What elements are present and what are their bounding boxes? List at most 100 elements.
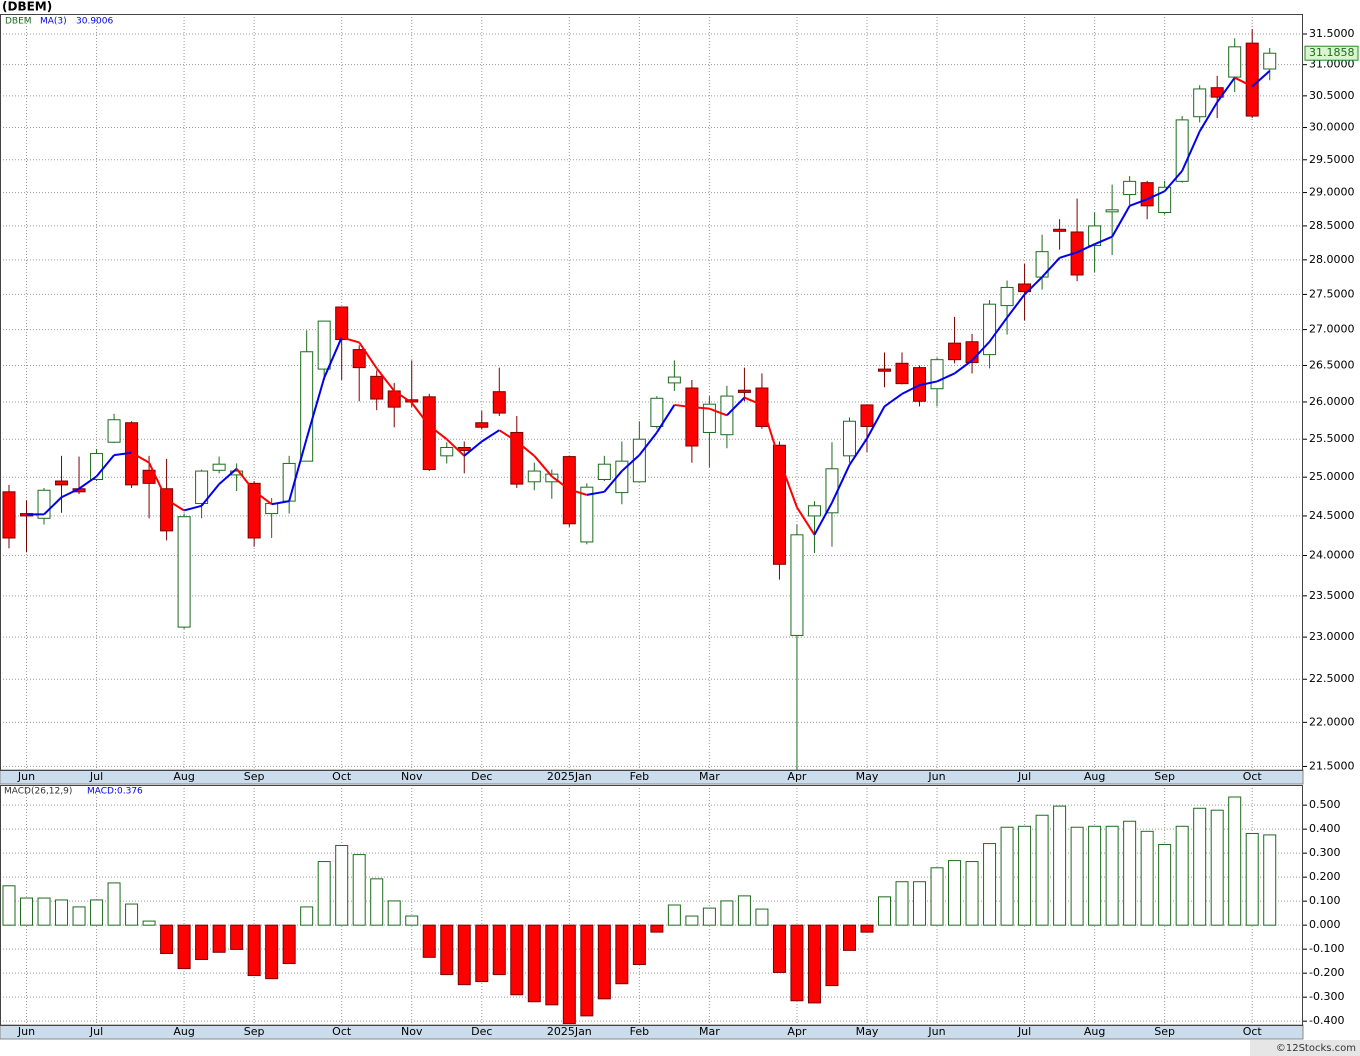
macd-bar [317,861,331,926]
candle-body [422,396,436,471]
y-tick-label: 26.0000 [1309,395,1355,408]
macd-bar [1228,796,1242,926]
y-tick-label: 24.0000 [1309,548,1355,561]
legend-symbol: DBEM [5,17,32,27]
ma-segment [61,487,80,499]
candle-body [878,368,891,372]
candle-body [720,395,734,436]
macd-bar [790,924,804,1002]
date-strip [0,769,1304,785]
ma-segment [813,502,833,536]
candle-body [457,447,471,452]
macd-bar [545,924,559,1006]
x-tick-label: Oct [1243,1025,1263,1038]
ma-segment [375,367,396,392]
ma-segment [919,380,938,387]
x-tick-label: Oct [1243,770,1263,783]
candle-body [948,342,962,361]
x-tick-label: Jul [1017,1025,1031,1038]
ma-segment [831,464,851,504]
y-tick-label: 27.0000 [1309,323,1355,336]
x-tick-label: Aug [1084,770,1105,783]
candle-body [1053,228,1067,232]
ma-segment [166,498,185,512]
y-tick-label: -0.400 [1309,1014,1344,1027]
candle-body [790,534,804,636]
ma-segment [305,377,326,439]
macd-bar [1088,825,1102,926]
macd-bar [930,867,944,926]
candle-body [860,404,874,427]
macd-bar [212,924,226,953]
ma-segment [726,396,746,417]
x-tick-label: Jul [89,1025,103,1038]
macd-bar [632,924,646,966]
y-tick-label: 31.0000 [1309,58,1355,71]
macd-bar [702,907,716,926]
ma-segment [988,316,1008,343]
macd-bar [160,924,174,954]
macd-bar [300,906,314,926]
ma-segment [1059,251,1078,259]
candle-body [983,303,997,356]
macd-bar [55,899,69,926]
ma-segment [883,393,903,408]
macd-bar [1140,830,1154,926]
ma-segment [200,483,220,507]
x-tick-label: 2025Jan [547,1025,592,1038]
macd-bar [1263,834,1277,926]
footer-bg [1250,1040,1360,1056]
x-tick-label: Aug [1084,1025,1105,1038]
x-tick-label: Apr [787,770,807,783]
macd-bar [720,900,734,926]
macd-bar [1210,809,1224,926]
candle-body [632,438,646,483]
candle-body [1193,88,1207,118]
indicator-title: MACD(26,12,9) [4,787,72,797]
ma-segment [113,451,132,457]
x-tick-label: Nov [401,770,423,783]
candle-body [825,468,839,514]
ma-segment [709,407,728,417]
ma-segment [656,404,676,433]
candle-body [895,362,909,385]
macd-bar [475,924,489,983]
macd-bar [772,924,786,973]
y-tick-label: 0.200 [1309,870,1341,883]
x-tick-label: Jun [927,1025,945,1038]
ma-segment [971,341,991,362]
y-tick-label: 29.0000 [1309,186,1355,199]
candle-body [1000,286,1014,307]
x-tick-label: Dec [471,1025,492,1038]
ma-segment [674,403,693,409]
ma-segment [1023,276,1043,296]
candle-body [1105,209,1119,213]
macd-bar [195,924,209,960]
macd-bar [230,924,244,950]
candle-body [160,488,174,532]
candle-body [772,444,786,565]
candle-body [1228,46,1242,78]
candle-body [527,470,541,483]
x-tick-label: Aug [173,770,194,783]
candle-body [352,349,366,369]
x-tick-label: Feb [630,1025,649,1038]
macd-bar [580,924,594,1017]
macd-bar [1105,825,1119,926]
ma-segment [1163,170,1183,192]
candle-body [842,420,856,457]
x-tick-label: Apr [787,1025,807,1038]
y-tick-label: 0.000 [1309,918,1341,931]
candle-body [702,403,716,433]
last-price-label: 31.1858 [1309,46,1355,59]
y-tick-label: 23.0000 [1309,630,1355,643]
candle-body [2,491,16,539]
candle-body [510,431,524,485]
candle-body [1263,52,1277,70]
x-tick-label: Oct [332,770,352,783]
ma-segment [235,468,255,492]
x-tick-label: Jun [17,1025,35,1038]
y-tick-label: 22.0000 [1309,715,1355,728]
x-tick-label: Jun [17,770,35,783]
